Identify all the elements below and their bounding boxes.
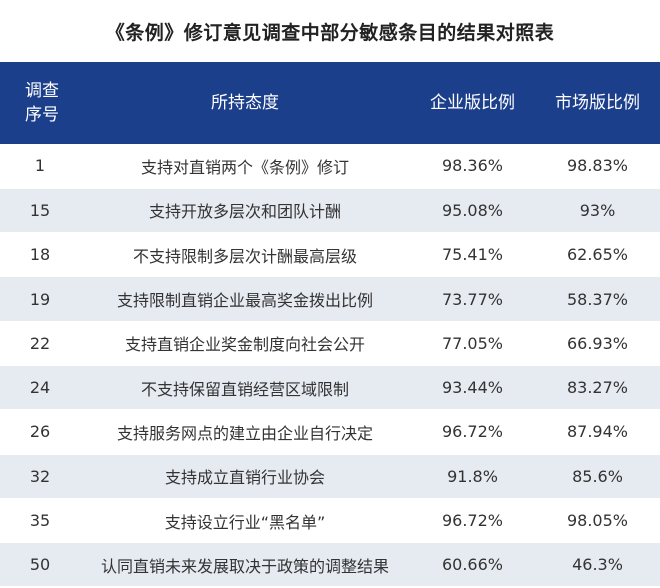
table-row: 50 认同直销未来发展取决于政策的调整结果 60.66% 46.3% xyxy=(0,542,660,587)
table-row: 24 不支持保留直销经营区域限制 93.44% 83.27% xyxy=(0,365,660,410)
cell-seq: 1 xyxy=(34,156,46,176)
cell-market: 85.6% xyxy=(572,466,623,486)
cell-attitude: 支持对直销两个《条例》修订 xyxy=(140,157,349,177)
cell-enterprise: 60.66% xyxy=(441,555,503,575)
table-row: 35 支持设立行业“黑名单” 96.72% 98.05% xyxy=(0,498,660,543)
header-seq-line1: 调查 xyxy=(25,81,59,101)
cell-market: 98.05% xyxy=(566,511,628,531)
cell-seq: 19 xyxy=(29,289,51,309)
table-row: 15 支持开放多层次和团队计酬 95.08% 93% xyxy=(0,188,660,233)
cell-enterprise: 96.72% xyxy=(441,511,503,531)
table-row: 19 支持限制直销企业最高奖金拨出比例 73.77% 58.37% xyxy=(0,276,660,322)
cell-enterprise: 95.08% xyxy=(441,200,503,220)
table-row: 32 支持成立直销行业协会 91.8% 85.6% xyxy=(0,454,660,499)
cell-attitude: 支持成立直销行业协会 xyxy=(164,468,325,488)
table-row: 1 支持对直销两个《条例》修订 98.36% 98.83% xyxy=(0,144,660,189)
table-body: 1 支持对直销两个《条例》修订 98.36% 98.83% 15 支持开放多层次和团队计… xyxy=(0,144,660,587)
cell-attitude: 不支持保留直销经营区域限制 xyxy=(140,379,349,399)
cell-seq: 50 xyxy=(29,555,51,575)
header-seq-line2: 序号 xyxy=(25,105,59,125)
cell-attitude: 支持直销企业奖金制度向社会公开 xyxy=(124,335,365,355)
header-market: 市场版比例 xyxy=(555,93,640,113)
header-attitude: 所持态度 xyxy=(211,93,279,113)
cell-attitude: 认同直销未来发展取决于政策的调整结果 xyxy=(100,556,389,576)
cell-attitude: 支持设立行业“黑名单” xyxy=(164,512,326,532)
cell-enterprise: 98.36% xyxy=(441,156,503,176)
cell-market: 46.3% xyxy=(572,555,623,575)
cell-seq: 35 xyxy=(29,511,51,531)
cell-market: 93% xyxy=(579,200,616,220)
cell-seq: 24 xyxy=(29,378,51,398)
cell-seq: 22 xyxy=(29,333,51,353)
table-row: 26 支持服务网点的建立由企业自行决定 96.72% 87.94% xyxy=(0,409,660,455)
cell-market: 87.94% xyxy=(566,422,628,442)
cell-enterprise: 73.77% xyxy=(441,289,503,309)
cell-market: 83.27% xyxy=(566,378,628,398)
cell-seq: 18 xyxy=(29,245,51,265)
cell-enterprise: 75.41% xyxy=(441,245,503,265)
cell-enterprise: 93.44% xyxy=(441,378,503,398)
cell-enterprise: 77.05% xyxy=(441,333,503,353)
cell-seq: 26 xyxy=(29,422,51,442)
cell-attitude: 支持服务网点的建立由企业自行决定 xyxy=(116,423,373,443)
page-title: 《条例》修订意见调查中部分敏感条目的结果对照表 xyxy=(105,21,555,44)
cell-attitude: 支持开放多层次和团队计酬 xyxy=(148,202,341,222)
cell-attitude: 不支持限制多层次计酬最高层级 xyxy=(132,246,357,266)
cell-market: 98.83% xyxy=(566,156,628,176)
table-row: 18 不支持限制多层次计酬最高层级 75.41% 62.65% xyxy=(0,232,660,277)
table-row: 22 支持直销企业奖金制度向社会公开 77.05% 66.93% xyxy=(0,321,660,366)
table-header-row: 调查 序号 所持态度 企业版比例 市场版比例 xyxy=(0,62,660,144)
header-enterprise: 企业版比例 xyxy=(430,93,515,113)
cell-market: 66.93% xyxy=(566,333,628,353)
cell-attitude: 支持限制直销企业最高奖金拨出比例 xyxy=(116,291,373,311)
cell-enterprise: 96.72% xyxy=(441,422,503,442)
cell-market: 58.37% xyxy=(566,289,628,309)
cell-market: 62.65% xyxy=(566,245,628,265)
header-seq: 调查 序号 xyxy=(0,62,80,144)
cell-enterprise: 91.8% xyxy=(447,466,498,486)
results-table: 调查 序号 所持态度 企业版比例 市场版比例 1 支持对直销两个《条例》修订 98.… xyxy=(0,62,660,587)
cell-seq: 32 xyxy=(29,466,51,486)
cell-seq: 15 xyxy=(29,200,51,220)
